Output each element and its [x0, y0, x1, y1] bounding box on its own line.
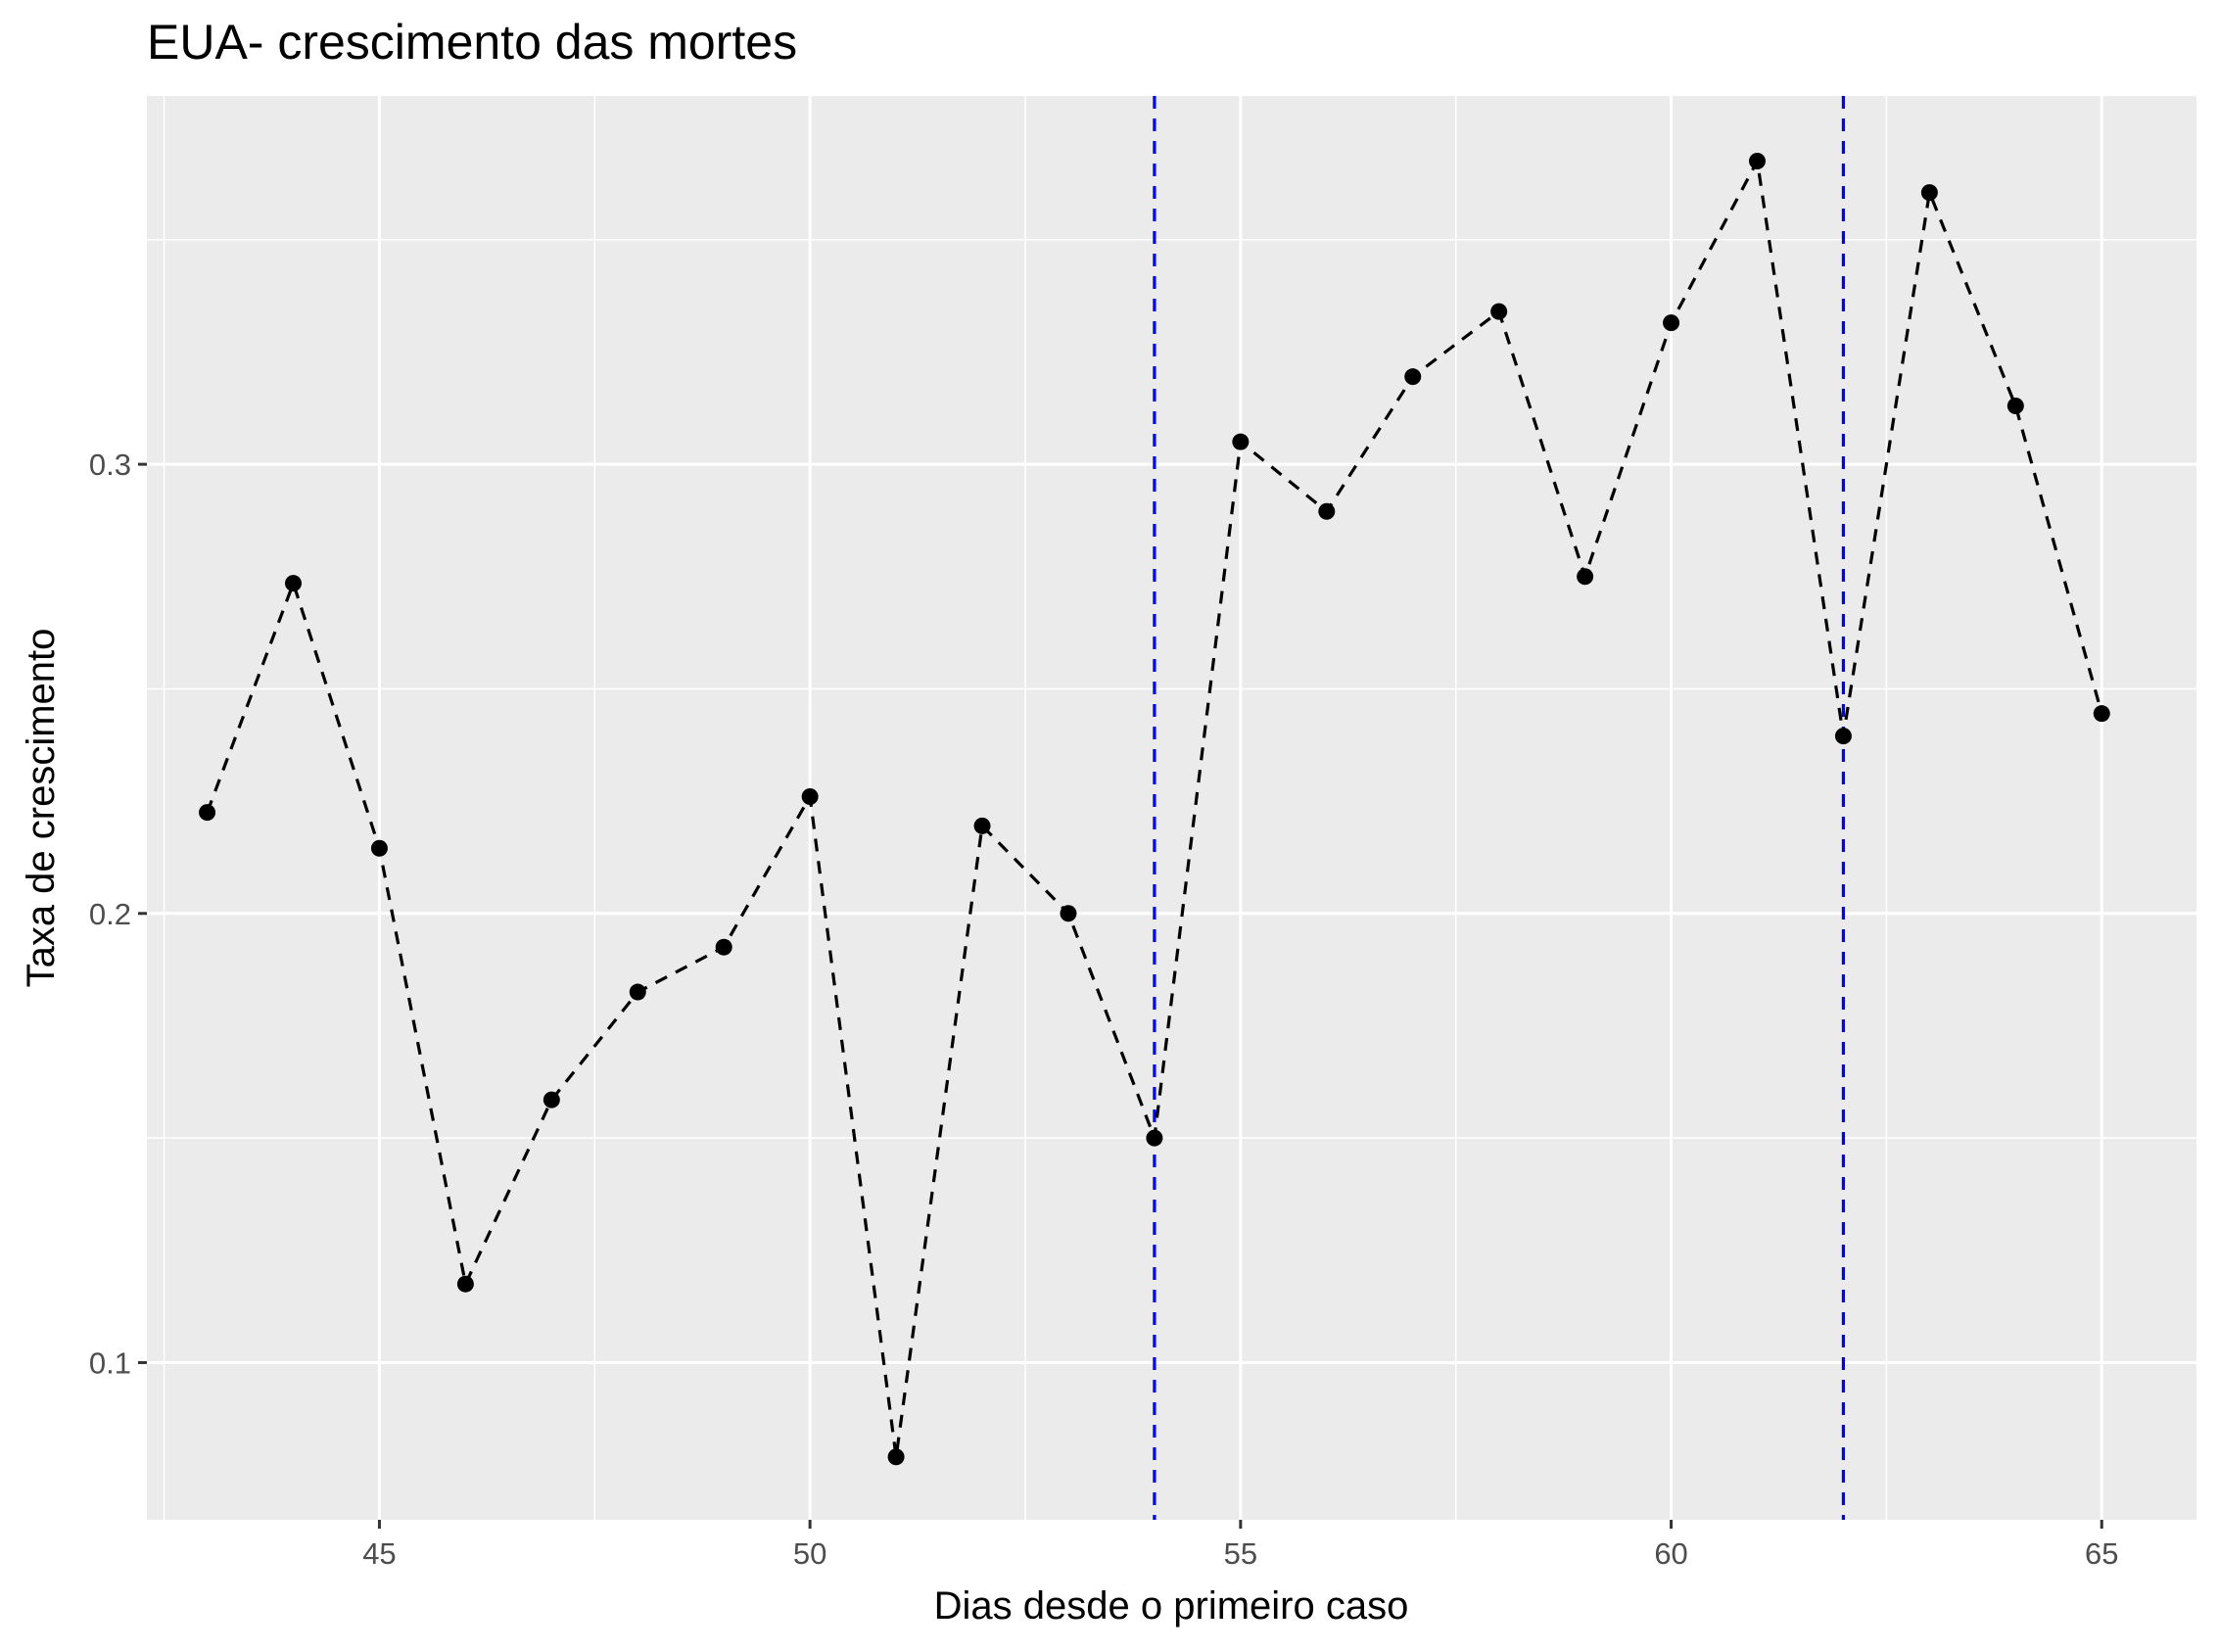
x-tick-label: 60 — [1654, 1536, 1687, 1571]
data-point-47 — [543, 1091, 560, 1109]
data-point-48 — [629, 983, 646, 1001]
data-point-57 — [1404, 368, 1422, 386]
grid-minor — [147, 96, 2196, 1520]
data-point-54 — [1146, 1129, 1163, 1147]
grid-major — [147, 96, 2196, 1520]
x-tick-label: 65 — [2085, 1536, 2118, 1571]
data-point-59 — [1577, 568, 1594, 586]
data-point-44 — [285, 575, 302, 592]
data-point-58 — [1490, 303, 1508, 320]
data-point-63 — [1920, 184, 1938, 202]
tick-labels: 45 50 55 60 65 0.1 0.2 0.3 — [89, 448, 2119, 1571]
data-point-45 — [370, 839, 388, 857]
data-point-52 — [973, 817, 991, 834]
y-tick-label: 0.1 — [89, 1345, 131, 1380]
x-tick-label: 45 — [362, 1536, 396, 1571]
x-tick-label: 50 — [793, 1536, 826, 1571]
y-tick-label: 0.2 — [89, 897, 131, 931]
data-point-65 — [2093, 705, 2110, 723]
data-point-43 — [199, 804, 216, 822]
data-point-55 — [1232, 433, 1250, 450]
data-point-61 — [1749, 153, 1766, 170]
y-axis-title: Taxa de crescimento — [20, 629, 63, 988]
x-axis-title: Dias desde o primeiro caso — [934, 1584, 1409, 1628]
data-point-56 — [1318, 502, 1336, 520]
data-point-46 — [456, 1275, 474, 1293]
y-tick-label: 0.3 — [89, 448, 131, 482]
x-tick-label: 55 — [1224, 1536, 1257, 1571]
plot-panel — [147, 96, 2196, 1520]
data-point-62 — [1834, 728, 1852, 745]
data-point-64 — [2006, 397, 2024, 414]
data-point-53 — [1060, 905, 1077, 922]
data-points — [199, 153, 2110, 1466]
axis-ticks — [138, 462, 2103, 1529]
data-point-50 — [801, 788, 819, 806]
reference-lines — [1153, 96, 1846, 1520]
data-point-51 — [887, 1448, 905, 1466]
chart-title: EUA- crescimento das mortes — [147, 15, 798, 70]
data-point-60 — [1663, 314, 1680, 332]
data-point-49 — [715, 938, 732, 956]
